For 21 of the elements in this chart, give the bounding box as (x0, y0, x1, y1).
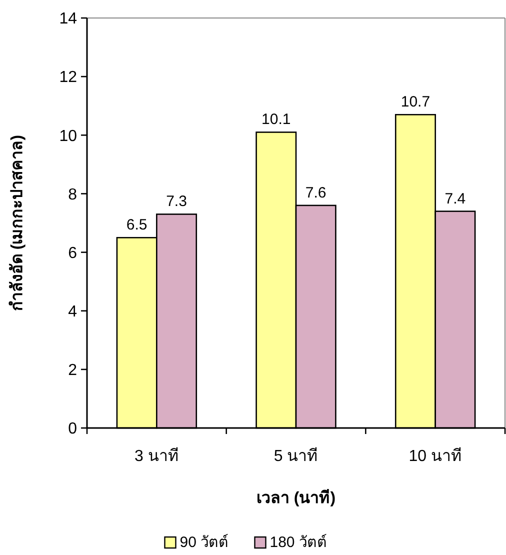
x-tick-label: 5 นาที (274, 447, 318, 465)
data-label: 10.7 (400, 94, 430, 111)
data-label: 7.3 (166, 193, 187, 210)
data-label: 7.6 (305, 184, 326, 202)
y-tick-label: 14 (59, 10, 78, 28)
data-label: 7.4 (444, 190, 466, 208)
y-tick-label: 4 (68, 303, 78, 320)
x-tick-label: 3 นาที (134, 447, 179, 465)
y-tick-label: 12 (59, 69, 78, 86)
y-axis-title: กำลังอัด (เมกกะปาสคาล) (8, 134, 26, 312)
y-tick-label: 0 (68, 420, 78, 438)
x-axis-title: เวลา (นาที) (256, 488, 336, 507)
y-tick-label: 10 (59, 128, 78, 145)
y-tick-label: 6 (68, 244, 78, 262)
legend-label: 180 วัตต์ (270, 534, 327, 551)
data-label: 10.1 (262, 111, 291, 128)
y-tick-label: 8 (68, 186, 78, 204)
y-tick-label: 2 (68, 362, 78, 380)
x-tick-label: 10 นาที (408, 447, 462, 465)
legend-label: 90 วัตต์ (180, 534, 229, 551)
data-label: 6.5 (126, 216, 148, 234)
